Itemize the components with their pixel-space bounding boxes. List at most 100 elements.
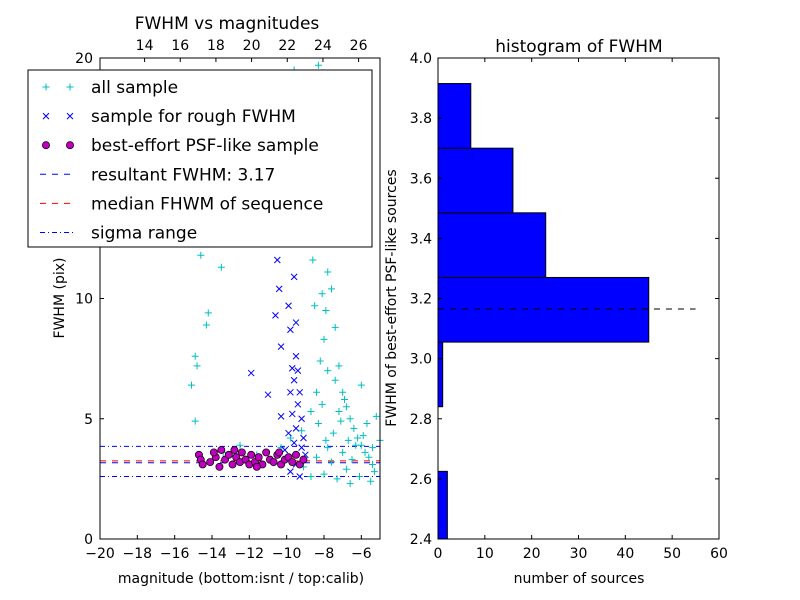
hist-x-tick-label-3: 30 xyxy=(570,546,588,562)
hist-x-tick-label-1: 10 xyxy=(476,546,494,562)
data-point-s1-2 xyxy=(275,285,283,293)
top-x-tick-label-1: 16 xyxy=(171,38,189,54)
data-point-s1-14 xyxy=(292,425,300,432)
data-point-s2-30 xyxy=(209,448,218,457)
data-point-s0-1 xyxy=(191,352,199,360)
data-point-s0-32 xyxy=(331,323,339,331)
data-point-s1-10 xyxy=(296,388,304,396)
data-point-s2-33 xyxy=(275,448,284,457)
data-point-s0-36 xyxy=(346,415,354,423)
hist-y-tick-label-8: 4.0 xyxy=(410,51,432,67)
legend-label-2: best-effort PSF-like sample xyxy=(91,136,319,156)
y-tick-label-0: 0 xyxy=(84,532,93,548)
hist-x-tick-label-4: 40 xyxy=(616,546,634,562)
scatter-ticks: −20−18−16−14−12−10−8−6051015201416182022… xyxy=(75,38,372,562)
data-point-s0-57 xyxy=(324,367,332,375)
hist-y-tick-label-2: 2.8 xyxy=(410,412,432,428)
histogram-title: histogram of FWHM xyxy=(495,37,662,57)
data-point-s0-33 xyxy=(335,362,343,370)
data-point-s0-3 xyxy=(191,417,199,425)
data-point-s0-64 xyxy=(352,441,360,449)
data-point-s1-35 xyxy=(298,444,305,451)
data-point-s0-24 xyxy=(316,357,324,365)
data-point-s1-36 xyxy=(294,367,302,375)
data-point-s0-42 xyxy=(369,460,377,468)
data-point-s0-73 xyxy=(372,412,380,420)
hist-y-tick-label-5: 3.4 xyxy=(410,231,432,247)
data-point-s0-38 xyxy=(354,434,362,442)
histogram-bar-0 xyxy=(437,470,448,540)
hist-y-tick-label-6: 3.6 xyxy=(410,171,432,187)
legend-marker-2-1 xyxy=(66,141,74,150)
data-point-s1-7 xyxy=(292,352,300,360)
hist-y-tick-label-0: 2.4 xyxy=(410,532,432,548)
data-point-s0-67 xyxy=(344,436,352,444)
data-point-s0-49 xyxy=(307,472,315,480)
data-point-s0-34 xyxy=(339,388,347,396)
data-point-s2-26 xyxy=(288,458,297,466)
top-x-tick-label-2: 18 xyxy=(207,38,225,54)
data-point-s0-25 xyxy=(320,335,328,343)
data-point-s2-2 xyxy=(198,460,207,469)
data-point-s2-29 xyxy=(299,455,308,464)
data-point-s2-21 xyxy=(269,458,278,466)
data-point-s0-16 xyxy=(236,441,244,449)
data-point-s0-48 xyxy=(320,470,328,478)
data-point-s1-34 xyxy=(277,412,285,420)
legend-label-3: resultant FWHM: 3.17 xyxy=(91,165,275,185)
data-point-s1-16 xyxy=(290,439,298,447)
hist-x-tick-label-2: 20 xyxy=(523,546,541,562)
top-x-tick-label-0: 14 xyxy=(136,38,154,54)
data-point-s0-53 xyxy=(329,429,337,437)
scatter-title: FWHM vs magnitudes xyxy=(135,14,320,34)
data-point-s0-75 xyxy=(369,444,377,452)
x-tick-label-1: −18 xyxy=(123,546,153,562)
data-point-s0-65 xyxy=(359,432,367,440)
data-point-s1-1 xyxy=(273,256,281,264)
data-point-s0-66 xyxy=(363,420,371,428)
hist-x-tick-label-6: 60 xyxy=(710,546,728,562)
data-point-s0-2 xyxy=(193,362,201,370)
histogram-ticks: 0 10 20 30 40 50 60 2.4 2.6 2.8 3.0 3.2 3.4 3.6 3.8 4.0 xyxy=(410,51,728,562)
data-point-s2-17 xyxy=(254,453,263,462)
data-point-s2-5 xyxy=(215,462,224,471)
data-point-s0-68 xyxy=(335,408,343,416)
y-tick-label-1: 5 xyxy=(84,412,93,428)
data-point-s0-46 xyxy=(346,480,354,488)
x-tick-label-5: −10 xyxy=(272,546,302,562)
legend-marker-2-0 xyxy=(42,141,50,150)
histogram-bar-4 xyxy=(437,212,547,278)
top-x-tick-label-3: 20 xyxy=(243,38,261,54)
data-point-s0-31 xyxy=(327,285,335,293)
legend-marker-1-0 xyxy=(42,112,50,120)
x-tick-label-3: −14 xyxy=(197,546,227,562)
data-point-s2-3 xyxy=(206,458,215,466)
histogram-bar-5 xyxy=(437,147,514,214)
x-tick-label-6: −8 xyxy=(314,546,335,562)
data-point-s2-8 xyxy=(224,450,233,459)
data-point-s1-23 xyxy=(264,391,272,399)
data-point-s0-70 xyxy=(318,290,326,298)
hist-y-tick-label-4: 3.2 xyxy=(410,292,432,308)
legend-marker-0-1 xyxy=(66,83,74,91)
data-point-s0-47 xyxy=(333,475,341,483)
data-point-s0-22 xyxy=(307,408,315,416)
legend-marker-1-1 xyxy=(66,112,74,120)
hist-x-tick-label-0: 0 xyxy=(434,546,443,562)
y-tick-label-4: 20 xyxy=(75,51,93,67)
data-point-s0-58 xyxy=(318,400,326,408)
data-point-s0-13 xyxy=(314,61,322,69)
data-point-s1-9 xyxy=(287,388,294,396)
data-point-s0-43 xyxy=(370,468,378,476)
x-tick-label-2: −16 xyxy=(160,546,190,562)
data-point-s1-33 xyxy=(292,319,300,326)
hist-x-tick-label-5: 50 xyxy=(663,546,681,562)
scatter-frame xyxy=(99,57,381,540)
data-point-s1-24 xyxy=(247,369,255,377)
data-point-s0-56 xyxy=(331,376,339,384)
data-point-s2-9 xyxy=(228,460,237,469)
histogram-bar-2 xyxy=(437,341,444,408)
data-point-s1-26 xyxy=(290,273,298,281)
legend-box xyxy=(27,69,373,248)
